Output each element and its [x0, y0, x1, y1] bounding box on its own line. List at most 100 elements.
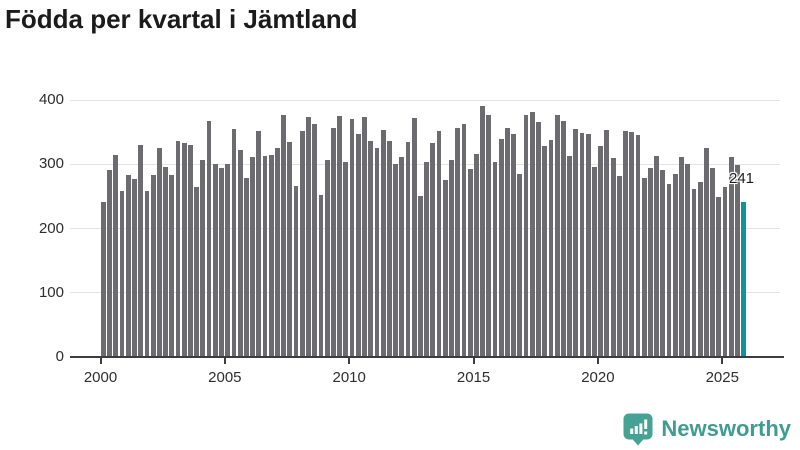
bar: [679, 156, 684, 357]
newsworthy-logo-icon: [623, 413, 653, 445]
bar: [299, 131, 305, 357]
bar: [275, 147, 280, 357]
bar: [710, 168, 715, 357]
x-axis-label-2025: 2025: [705, 369, 739, 386]
x-axis-tick-2020: [596, 358, 599, 364]
bar: [175, 141, 181, 357]
bar: [722, 186, 728, 357]
bar: [132, 179, 137, 357]
bar: [542, 145, 548, 357]
bar: [486, 115, 492, 357]
x-axis-label-2015: 2015: [456, 369, 491, 386]
bar: [411, 117, 417, 357]
x-axis-label-2000: 2000: [83, 369, 118, 386]
x-axis-tick-2010: [348, 358, 351, 364]
bar: [113, 155, 119, 357]
bar: [573, 128, 579, 357]
x-axis-tick-2005: [223, 358, 226, 364]
bar: [101, 202, 106, 357]
gridline-400: [70, 99, 780, 101]
y-axis-label-100: 100: [38, 283, 64, 301]
bar: [442, 180, 448, 357]
bar: [119, 190, 125, 357]
bar: [517, 173, 523, 357]
bar: [610, 157, 616, 357]
bar: [536, 122, 541, 357]
bar: [374, 148, 380, 357]
bar: [231, 128, 237, 357]
bar: [641, 178, 647, 357]
newsworthy-logo-text: Newsworthy: [661, 416, 791, 441]
bar: [368, 141, 374, 357]
bar: [393, 163, 398, 357]
x-axis-label-2010: 2010: [332, 369, 366, 386]
bar: [318, 195, 324, 357]
bar: [548, 139, 554, 357]
bar: [262, 155, 268, 357]
bar: [505, 127, 510, 357]
bar: [604, 129, 610, 357]
bar: [237, 150, 243, 357]
highlight-value-label: 241: [728, 170, 755, 187]
bar: [672, 173, 678, 357]
y-axis-label-200: 200: [38, 219, 64, 237]
bar: [268, 155, 274, 357]
bar: [728, 156, 734, 357]
bar: [492, 162, 498, 357]
bar: [461, 123, 467, 357]
bar: [648, 168, 653, 357]
bar: [212, 164, 218, 357]
bar: [579, 133, 585, 357]
bar: [511, 134, 517, 357]
bar: [560, 121, 566, 357]
bar: [405, 141, 411, 357]
x-axis-label-2020: 2020: [581, 369, 615, 386]
x-axis-tick-2015: [472, 358, 475, 364]
bar: [616, 176, 622, 357]
bar: [281, 114, 287, 357]
bar: [219, 168, 224, 357]
x-axis-tick-2000: [99, 358, 102, 364]
bar: [449, 159, 454, 357]
bar: [337, 116, 342, 357]
bar: [424, 161, 430, 357]
bar: [585, 134, 591, 357]
bar: [250, 156, 255, 357]
highlight-bar: [741, 202, 747, 357]
bar: [386, 141, 392, 357]
bar: [169, 175, 175, 357]
bar: [436, 131, 442, 357]
bar: [654, 155, 660, 357]
bar: [735, 164, 740, 357]
y-axis-label-0: 0: [55, 348, 64, 365]
bar: [467, 168, 473, 357]
bar: [554, 114, 560, 357]
bar: [598, 145, 604, 357]
newsworthy-logo: Newsworthy: [623, 411, 791, 447]
bar: [418, 195, 423, 357]
bar: [703, 148, 709, 357]
bar: [455, 127, 461, 357]
bar: [343, 162, 349, 357]
bar: [287, 141, 293, 357]
bar: [623, 130, 628, 357]
bar: [156, 148, 162, 357]
x-axis-line: [70, 356, 784, 358]
bar: [523, 115, 529, 357]
bar: [380, 129, 386, 357]
bar: [312, 123, 318, 357]
bar: [206, 121, 212, 357]
bar: [660, 170, 666, 357]
bar: [567, 155, 572, 357]
x-axis-label-2005: 2005: [208, 369, 242, 386]
bar: [666, 184, 672, 357]
bar: [697, 182, 703, 357]
bar: [430, 143, 436, 357]
bar: [163, 166, 168, 357]
bar: [529, 111, 535, 357]
bar: [330, 127, 336, 357]
y-axis-label-300: 300: [38, 155, 64, 173]
bar: [592, 166, 597, 357]
bar: [194, 186, 200, 357]
bar: [200, 160, 206, 357]
